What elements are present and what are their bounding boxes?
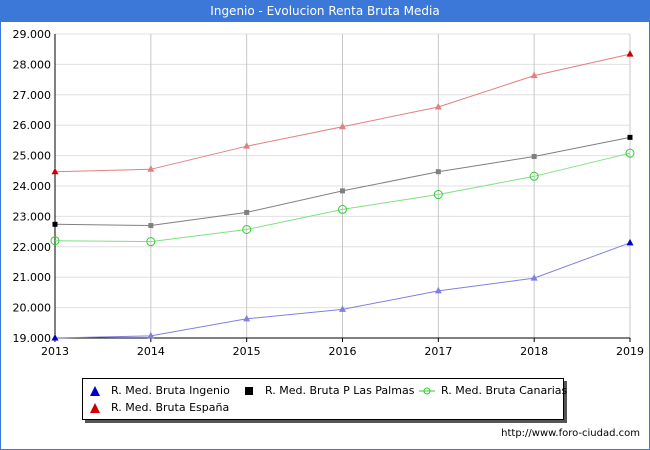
data-point [50, 236, 60, 246]
triangle-marker-icon [90, 403, 100, 413]
x-tick-label: 2014 [137, 345, 165, 358]
data-point [339, 122, 346, 130]
data-point [242, 224, 252, 234]
y-tick-label: 22.000 [13, 241, 52, 254]
x-tick-label: 2017 [424, 345, 452, 358]
line-chart: 19.000 20.000 21.000 22.000 23.000 24.000 25.0… [13, 28, 645, 358]
data-point [530, 274, 538, 281]
data-point [435, 169, 441, 175]
legend-label: R. Med. Bruta Ingenio [111, 384, 230, 397]
y-tick-label: 20.000 [13, 302, 52, 315]
data-point [339, 305, 346, 312]
y-tick-label: 25.000 [13, 150, 52, 163]
x-tick-label: 2015 [233, 345, 261, 358]
data-point [434, 102, 442, 110]
square-marker-icon [245, 387, 253, 395]
data-point [530, 71, 538, 79]
data-point [626, 50, 634, 57]
data-point [433, 190, 443, 200]
data-point [51, 334, 59, 341]
x-tick-label: 2013 [41, 345, 69, 358]
y-tick-label: 29.000 [13, 28, 52, 41]
data-point [243, 314, 251, 322]
data-point [627, 134, 633, 140]
data-point [147, 331, 155, 339]
data-point [146, 237, 156, 247]
y-tick-label: 21.000 [13, 271, 52, 284]
x-tick-label: 2018 [520, 345, 548, 358]
data-point [434, 286, 442, 294]
data-point [529, 171, 539, 181]
data-point [244, 209, 250, 215]
y-tick-label: 23.000 [13, 210, 52, 223]
x-tick-label: 2019 [616, 345, 644, 358]
data-point [625, 148, 635, 158]
footer-url[interactable]: http://www.foro-ciudad.com [501, 428, 640, 439]
data-point [148, 223, 154, 229]
data-point [531, 154, 537, 160]
y-tick-label: 19.000 [13, 332, 52, 345]
data-point [51, 167, 59, 175]
series-line-2 [54, 152, 631, 243]
data-point [626, 238, 634, 246]
y-tick-label: 26.000 [13, 119, 52, 132]
y-tick-label: 27.000 [13, 89, 52, 102]
legend-label: R. Med. Bruta España [111, 401, 230, 414]
data-point [147, 165, 155, 172]
triangle-marker-icon [90, 386, 100, 396]
y-tick-label: 28.000 [13, 58, 52, 71]
legend-label: R. Med. Bruta Canarias [441, 384, 568, 397]
legend: R. Med. Bruta Ingenio R. Med. Bruta P La… [82, 378, 568, 420]
data-point [340, 188, 345, 194]
data-point [52, 221, 58, 227]
legend-label: R. Med. Bruta P Las Palmas [265, 384, 415, 397]
x-tick-label: 2016 [329, 345, 357, 358]
circle-marker-icon [419, 387, 435, 395]
data-point [338, 204, 347, 214]
chart-title: Ingenio - Evolucion Renta Bruta Media [0, 0, 650, 22]
y-tick-label: 24.000 [13, 180, 52, 193]
data-point [243, 142, 251, 149]
